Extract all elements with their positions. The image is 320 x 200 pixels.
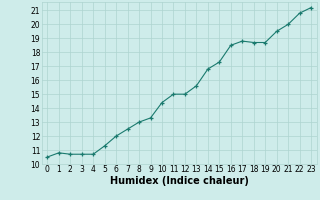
X-axis label: Humidex (Indice chaleur): Humidex (Indice chaleur) xyxy=(110,176,249,186)
